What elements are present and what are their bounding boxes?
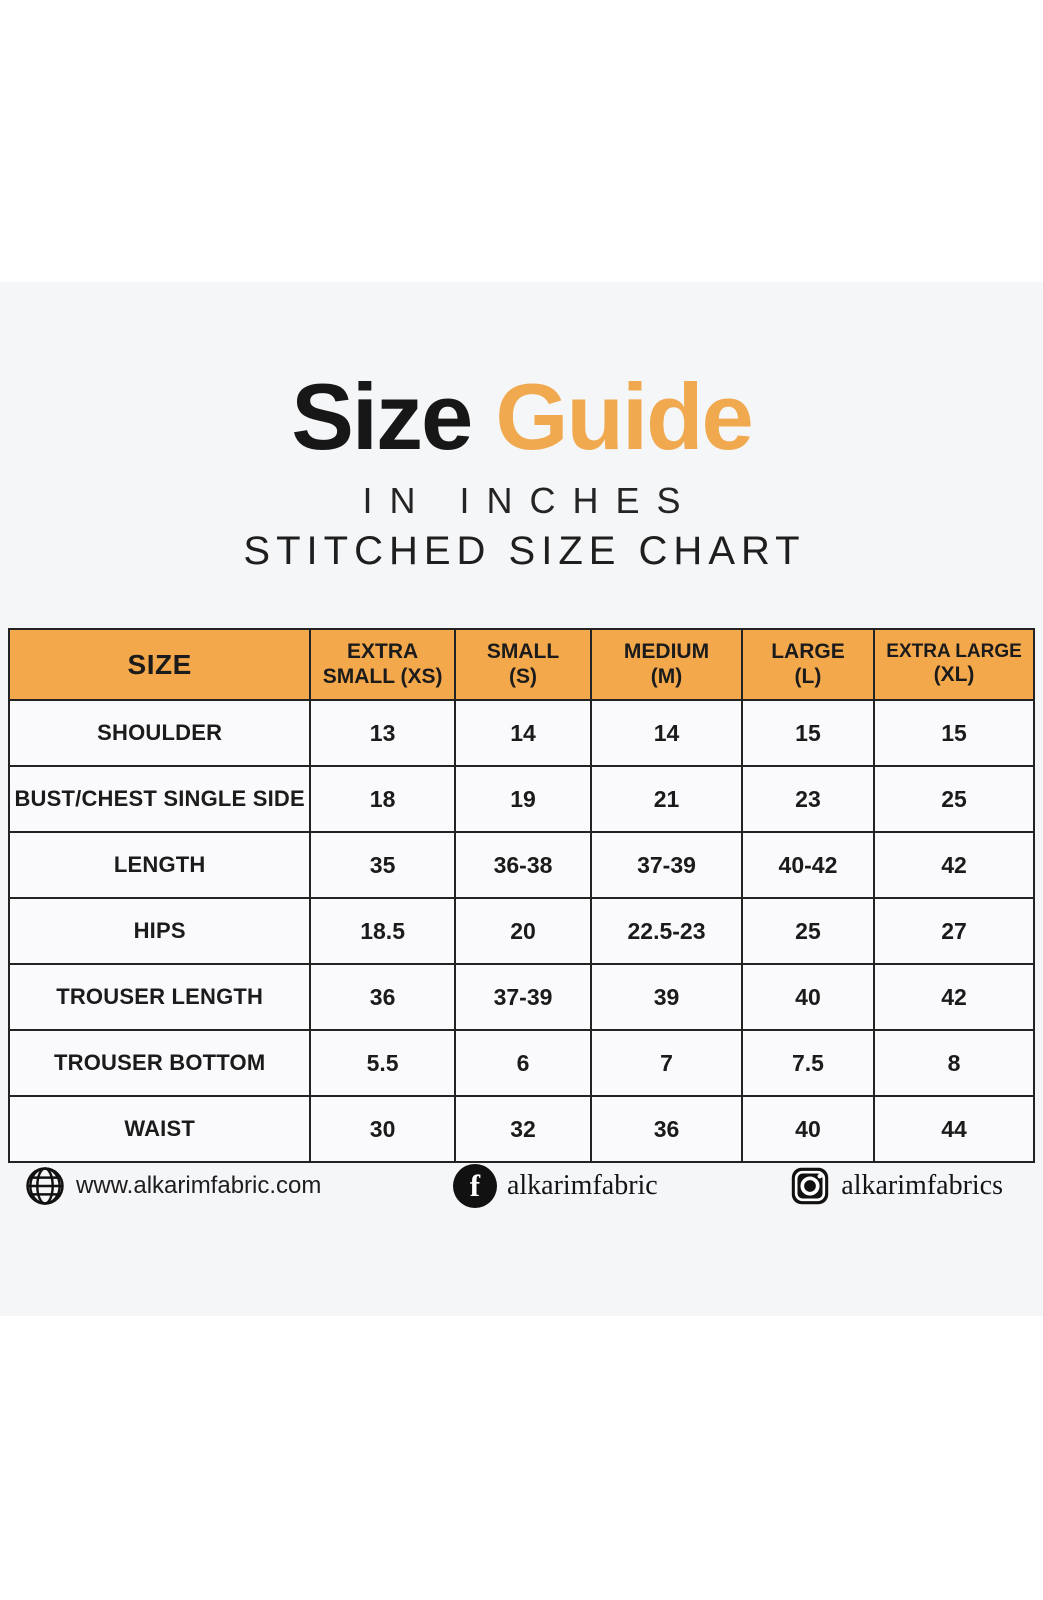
cell-value: 32 [453,1095,593,1163]
footer-website: www.alkarimfabric.com [24,1165,321,1207]
row-label: HIPS [7,897,312,965]
cell-value: 30 [309,1095,456,1163]
row-label: TROUSER LENGTH [7,963,312,1031]
table-row-trouser-length: TROUSER LENGTH 36 37-39 39 40 42 [7,963,1035,1031]
header-cell-size: SIZE [7,628,312,701]
table-row-bust-chest: BUST/CHEST SINGLE SIDE 18 19 21 23 25 [7,765,1035,833]
row-label: SHOULDER [7,699,312,767]
size-chart-table: SIZE EXTRA SMALL (XS) SMALL (S) MEDIUM (M) … [7,628,1035,1163]
cell-value: 15 [873,699,1035,767]
title-word-guide: Guide [495,364,753,469]
cell-value: 5.5 [309,1029,456,1097]
globe-icon [24,1165,66,1207]
table-row-hips: HIPS 18.5 20 22.5-23 25 27 [7,897,1035,965]
cell-value: 44 [873,1095,1035,1163]
cell-value: 14 [453,699,593,767]
instagram-icon [789,1165,831,1207]
cell-value: 35 [309,831,456,899]
table-row-length: LENGTH 35 36-38 37-39 40-42 42 [7,831,1035,899]
cell-value: 18.5 [309,897,456,965]
cell-value: 23 [740,765,876,833]
header-cell-medium: MEDIUM (M) [590,628,743,701]
cell-value: 36 [309,963,456,1031]
page-title: Size Guide [0,370,1043,464]
subtitle-in-inches: IN INCHES [362,480,698,521]
cell-value: 7 [590,1029,743,1097]
cell-value: 25 [873,765,1035,833]
table-row-trouser-bottom: TROUSER BOTTOM 5.5 6 7 7.5 8 [7,1029,1035,1097]
header-row: SIZE EXTRA SMALL (XS) SMALL (S) MEDIUM (M) … [7,628,1035,701]
row-label: TROUSER BOTTOM [7,1029,312,1097]
cell-value: 20 [453,897,593,965]
cell-value: 40 [740,963,876,1031]
instagram-handle: alkarimfabrics [841,1170,1003,1201]
row-label: LENGTH [7,831,312,899]
cell-value: 39 [590,963,743,1031]
cell-value: 22.5-23 [590,897,743,965]
cell-value: 40-42 [740,831,876,899]
cell-value: 42 [873,831,1035,899]
table-row-shoulder: SHOULDER 13 14 14 15 15 [7,699,1035,767]
cell-value: 8 [873,1029,1035,1097]
cell-value: 36 [590,1095,743,1163]
header-cell-small: SMALL (S) [453,628,593,701]
cell-value: 25 [740,897,876,965]
cell-value: 36-38 [453,831,593,899]
table-body: SHOULDER 13 14 14 15 15 BUST/CHEST SINGL… [7,699,1035,1163]
cell-value: 42 [873,963,1035,1031]
content-panel: Size Guide IN INCHES STITCHED SIZE CHART… [0,282,1043,1316]
title-block: Size Guide IN INCHES STITCHED SIZE CHART [0,370,1043,574]
cell-value: 40 [740,1095,876,1163]
cell-value: 14 [590,699,743,767]
cell-value: 15 [740,699,876,767]
title-word-size: Size [291,364,473,469]
header-cell-extra-small: EXTRA SMALL (XS) [309,628,456,701]
website-url: www.alkarimfabric.com [76,1172,322,1199]
footer-instagram: alkarimfabrics [789,1165,1003,1207]
cell-value: 21 [590,765,743,833]
footer: www.alkarimfabric.com f alkarimfabric [0,1154,1043,1218]
header-cell-extra-large: EXTRA LARGE (XL) [873,628,1035,701]
footer-facebook: f alkarimfabric [452,1164,658,1208]
row-label: BUST/CHEST SINGLE SIDE [7,765,312,833]
cell-value: 6 [453,1029,593,1097]
cell-value: 37-39 [590,831,743,899]
header-cell-large: LARGE (L) [740,628,876,701]
cell-value: 13 [309,699,456,767]
subtitle-stitched-size-chart: STITCHED SIZE CHART [243,529,806,573]
row-label: WAIST [7,1095,312,1163]
cell-value: 18 [309,765,456,833]
table-row-waist: WAIST 30 32 36 40 44 [7,1095,1035,1163]
cell-value: 37-39 [453,963,593,1031]
facebook-icon: f [452,1164,497,1208]
cell-value: 27 [873,897,1035,965]
cell-value: 7.5 [740,1029,876,1097]
table-header: SIZE EXTRA SMALL (XS) SMALL (S) MEDIUM (M) … [7,628,1035,701]
cell-value: 19 [453,765,593,833]
facebook-handle: alkarimfabric [506,1170,658,1201]
